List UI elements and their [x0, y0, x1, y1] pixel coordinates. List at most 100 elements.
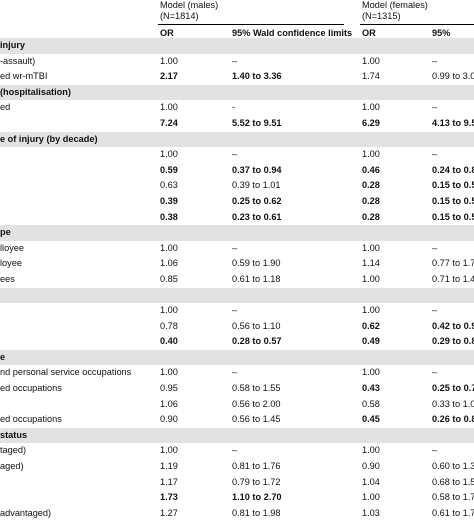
ci-females-cell: – — [432, 242, 438, 253]
or-females-cell: 0.28 — [362, 180, 380, 191]
ci-males-cell: – — [232, 149, 238, 160]
row-label: advantaged) — [0, 507, 52, 518]
or-females-cell: 0.45 — [362, 414, 380, 425]
ci-females-cell: 0.24 to 0.88 — [432, 164, 474, 175]
or-females-cell: 1.00 — [362, 367, 380, 378]
ci-males-cell: – — [232, 55, 238, 66]
ci-females-cell: 0.29 to 0.82 — [432, 336, 474, 347]
or-females-cell: 0.49 — [362, 336, 380, 347]
ci-males-cell: 0.39 to 1.01 — [232, 180, 281, 191]
ci-females-cell: 0.71 to 1.40 — [432, 273, 474, 284]
ci-males-cell: 5.52 to 9.51 — [232, 117, 282, 128]
table-row: ed wr-mTBI 2.17 1.40 to 3.36 1.74 0.99 to 3.… — [0, 69, 474, 85]
or-females-cell: 1.04 — [362, 476, 380, 487]
females-model-title: Model (females) — [362, 0, 428, 10]
or-females-cell: 0.43 — [362, 383, 380, 394]
or-females-cell: 1.00 — [362, 305, 380, 316]
table-row: ees 0.85 0.61 to 1.18 1.00 0.71 to 1.40 — [0, 272, 474, 288]
ci-females-cell: 4.13 to 9.58 — [432, 117, 474, 128]
or-males-cell: 1.00 — [160, 367, 178, 378]
females-header-rule — [360, 24, 474, 25]
or-females-cell: 1.00 — [362, 102, 380, 113]
or-males-cell: 0.59 — [160, 164, 178, 175]
ci-males-cell: 0.81 to 1.76 — [232, 461, 281, 472]
section-label: status — [0, 429, 28, 440]
or-males-cell: 1.00 — [160, 102, 178, 113]
ci-males-cell: – — [232, 367, 238, 378]
ci-males-cell: 1.40 to 3.36 — [232, 71, 282, 82]
ci-males-cell: – — [232, 242, 238, 253]
table-row: 0.59 0.37 to 0.94 0.46 0.24 to 0.88 — [0, 163, 474, 179]
males-model-n: (N=1814) — [160, 11, 199, 21]
section-header-row: pe — [0, 225, 474, 241]
table-row: 0.39 0.25 to 0.62 0.28 0.15 to 0.52 — [0, 194, 474, 210]
section-header-row: injury — [0, 38, 474, 54]
ci-females-cell: – — [432, 367, 438, 378]
section-header-row: e of injury (by decade) — [0, 131, 474, 148]
ci-females-cell: 0.68 to 1.59 — [432, 476, 474, 487]
males-model-header: Model (males) (N=1814) — [160, 0, 218, 22]
ci-males-cell: 0.58 to 1.55 — [232, 383, 281, 394]
table-row: 0.38 0.23 to 0.61 0.28 0.15 to 0.52 — [0, 210, 474, 226]
ci-females-cell: 0.60 to 1.37 — [432, 461, 474, 472]
table-row: advantaged) 1.27 0.81 to 1.98 1.03 0.61 to 1… — [0, 506, 474, 521]
section-header-row — [0, 287, 474, 304]
ci-females-cell: – — [432, 445, 438, 456]
section-label: injury — [0, 40, 26, 50]
or-males-cell: 1.00 — [160, 305, 178, 316]
table-row: 1.73 1.10 to 2.70 1.00 0.58 to 1.70 — [0, 490, 474, 506]
row-label: nd personal service occupations — [0, 367, 132, 378]
ci-females-cell: 0.33 to 1.05 — [432, 398, 474, 409]
ci-males-cell: - — [232, 102, 236, 113]
section-header-row: status — [0, 427, 474, 444]
table-row: loyee 1.06 0.59 to 1.90 1.14 0.77 to 1.70 — [0, 256, 474, 272]
or-males-cell: 1.19 — [160, 461, 178, 472]
or-females-cell: 1.00 — [362, 55, 380, 66]
row-label: loyee — [0, 258, 22, 269]
ci-males-cell: 0.56 to 1.45 — [232, 414, 281, 425]
row-label: ees — [0, 273, 15, 284]
or-males-cell: 0.38 — [160, 211, 178, 222]
or-females-cell: 1.03 — [362, 507, 380, 518]
or-males-cell: 0.85 — [160, 273, 178, 284]
col-header-ci-males: 95% Wald confidence limits — [232, 28, 353, 38]
col-header-or-females: OR — [362, 28, 376, 38]
ci-females-cell: 0.99 to 3.05 — [432, 71, 474, 82]
or-males-cell: 1.00 — [160, 149, 178, 160]
ci-females-cell: – — [432, 55, 438, 66]
section-label: e of injury (by decade) — [0, 133, 98, 144]
ci-females-cell: 0.15 to 0.52 — [432, 211, 474, 222]
section-label: (hospitalisation) — [0, 86, 71, 97]
section-label: e — [0, 351, 6, 362]
ci-females-cell: 0.15 to 0.54 — [432, 180, 474, 191]
or-females-cell: 1.00 — [362, 492, 380, 503]
or-females-cell: 1.00 — [362, 445, 380, 456]
ci-females-cell: 0.77 to 1.70 — [432, 258, 474, 269]
ci-males-cell: 0.56 to 2.00 — [232, 398, 281, 409]
ci-females-cell: – — [432, 102, 438, 113]
ci-males-cell: 0.37 to 0.94 — [232, 164, 282, 175]
table-row: 1.00 – 1.00 – — [0, 303, 474, 319]
table-row: ed occupations 0.90 0.56 to 1.45 0.45 0.26 t… — [0, 412, 474, 428]
or-males-cell: 1.73 — [160, 492, 178, 503]
table-row: 1.17 0.79 to 1.72 1.04 0.68 to 1.59 — [0, 475, 474, 491]
or-females-cell: 1.00 — [362, 149, 380, 160]
row-label: aged) — [0, 461, 24, 472]
or-females-cell: 6.29 — [362, 117, 380, 128]
row-label: -assault) — [0, 55, 36, 66]
ci-males-cell: 0.79 to 1.72 — [232, 476, 281, 487]
or-males-cell: 7.24 — [160, 117, 178, 128]
or-males-cell: 0.63 — [160, 180, 178, 191]
ci-males-cell: – — [232, 445, 238, 456]
ci-males-cell: 0.28 to 0.57 — [232, 336, 282, 347]
table-row: ed 1.00 - 1.00 – — [0, 100, 474, 116]
ci-females-cell: 0.25 to 0.74 — [432, 383, 474, 394]
ci-males-cell: 0.81 to 1.98 — [232, 507, 281, 518]
ci-females-cell: 0.42 to 0.91 — [432, 320, 474, 331]
row-label: ed occupations — [0, 414, 62, 425]
ci-females-cell: – — [432, 305, 438, 316]
or-males-cell: 0.90 — [160, 414, 178, 425]
table-row: 0.40 0.28 to 0.57 0.49 0.29 to 0.82 — [0, 334, 474, 350]
or-females-cell: 1.00 — [362, 242, 380, 253]
row-label: ed wr-mTBI — [0, 71, 48, 82]
